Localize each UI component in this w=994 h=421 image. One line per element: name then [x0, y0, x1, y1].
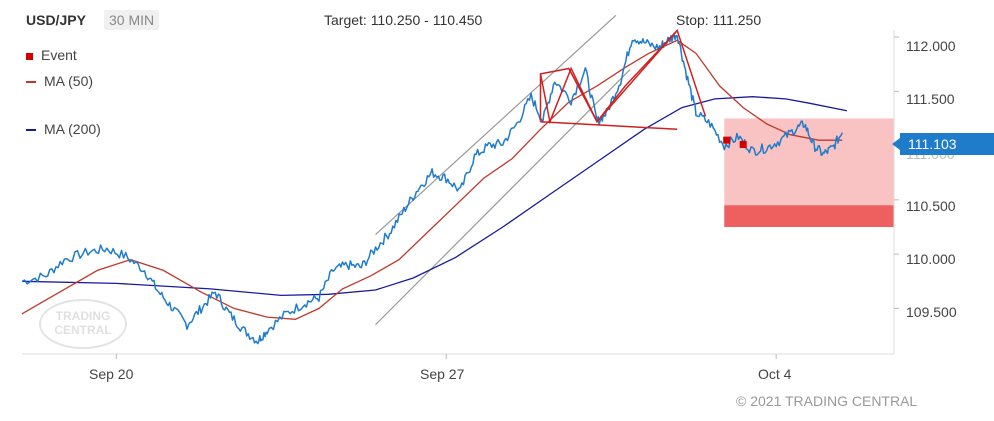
watermark-line: TRADING — [56, 309, 111, 323]
timeframe-badge[interactable]: 30 MIN — [104, 10, 160, 30]
channel-line — [375, 69, 631, 326]
x-tick-label: Sep 27 — [420, 366, 465, 382]
legend-item-ma200: MA (200) — [26, 121, 101, 137]
channel-line — [375, 14, 617, 236]
pattern-zigzag — [539, 29, 678, 125]
target-band — [724, 205, 894, 227]
ma50-line — [21, 39, 843, 320]
last-price-marker: 111.103 — [892, 133, 994, 155]
legend-label: MA (50) — [44, 73, 94, 89]
legend-item-ma50: MA (50) — [26, 73, 93, 89]
y-tick-label: 111.500 — [906, 91, 955, 107]
symbol-title: USD/JPY — [26, 12, 86, 28]
copyright-text: © 2021 TRADING CENTRAL — [736, 393, 918, 409]
watermark-line: CENTRAL — [54, 323, 111, 337]
event-square-icon — [26, 52, 33, 60]
legend-label: MA (200) — [44, 121, 101, 137]
event-marker — [739, 140, 747, 148]
ma200-line-icon — [26, 129, 36, 132]
x-tick-label: Oct 4 — [758, 366, 792, 382]
event-marker — [723, 136, 731, 144]
ma200-line — [21, 96, 848, 297]
legend-label: Event — [41, 47, 77, 63]
pattern-neckline — [540, 120, 678, 131]
price-line — [21, 32, 843, 345]
target-label: Target: 110.250 - 110.450 — [324, 12, 483, 28]
y-tick-label: 109.500 — [906, 304, 957, 320]
stop-label: Stop: 111.250 — [676, 12, 762, 28]
y-tick-label: 112.000 — [906, 38, 956, 54]
x-tick-label: Sep 20 — [89, 366, 134, 382]
y-tick-label: 110.000 — [906, 251, 956, 267]
ma50-line-icon — [26, 81, 36, 84]
y-tick-label: 110.500 — [906, 198, 956, 214]
pattern-outline — [539, 29, 707, 124]
trading-central-watermark-logo: TRADING CENTRAL — [39, 299, 127, 349]
legend-item-event: Event — [26, 47, 77, 63]
